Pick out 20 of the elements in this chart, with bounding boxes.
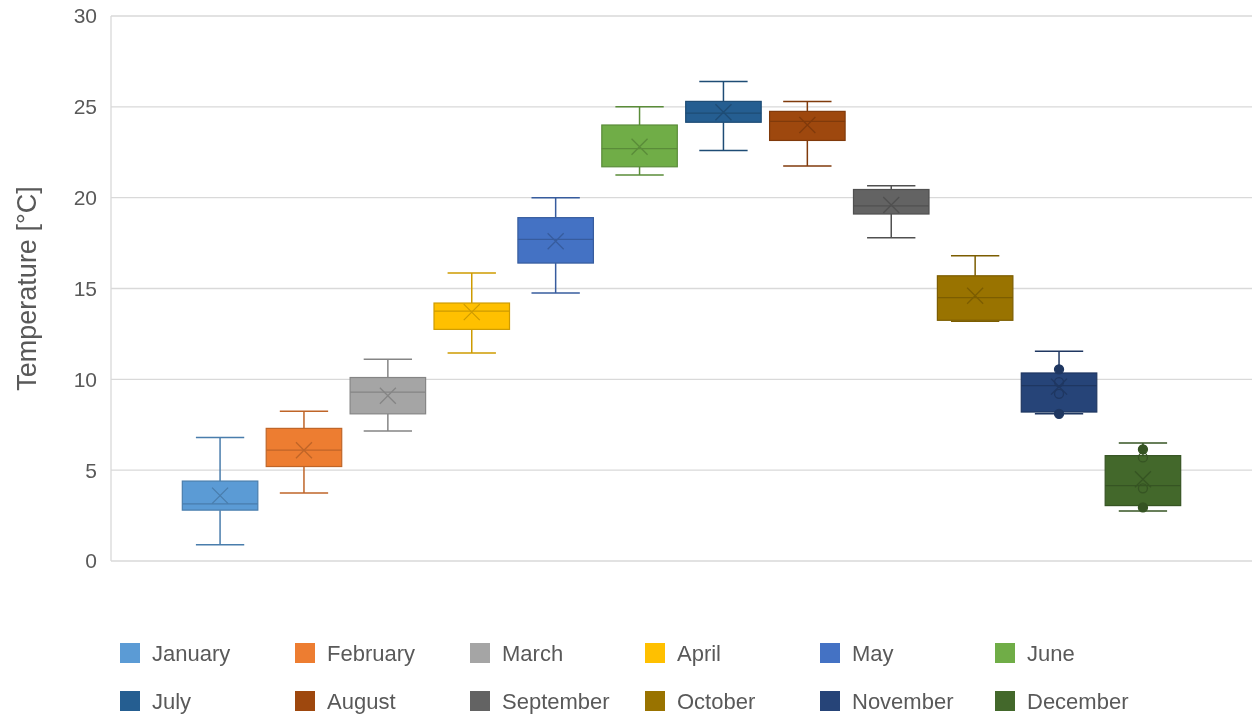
legend-label: April: [677, 640, 722, 666]
legend-label: November: [852, 688, 954, 714]
legend-label: May: [852, 640, 894, 666]
y-tick-label: 20: [73, 186, 97, 210]
y-tick-label: 10: [73, 367, 97, 391]
y-tick-label: 15: [73, 276, 97, 300]
legend-label: July: [152, 688, 192, 714]
y-tick-label: 0: [85, 549, 97, 573]
legend-label: June: [1027, 640, 1075, 666]
y-axis-title: Temperature [°C]: [12, 186, 42, 391]
legend-label: February: [327, 640, 416, 666]
y-tick-label: 25: [73, 95, 97, 119]
legend-label: January: [152, 640, 231, 666]
legend-label: August: [327, 688, 396, 714]
y-tick-label: 5: [85, 458, 97, 482]
y-tick-label: 30: [73, 4, 97, 28]
legend-label: December: [1027, 688, 1129, 714]
legend-label: March: [502, 640, 564, 666]
legend-label: October: [677, 688, 756, 714]
legend-label: September: [502, 688, 610, 714]
